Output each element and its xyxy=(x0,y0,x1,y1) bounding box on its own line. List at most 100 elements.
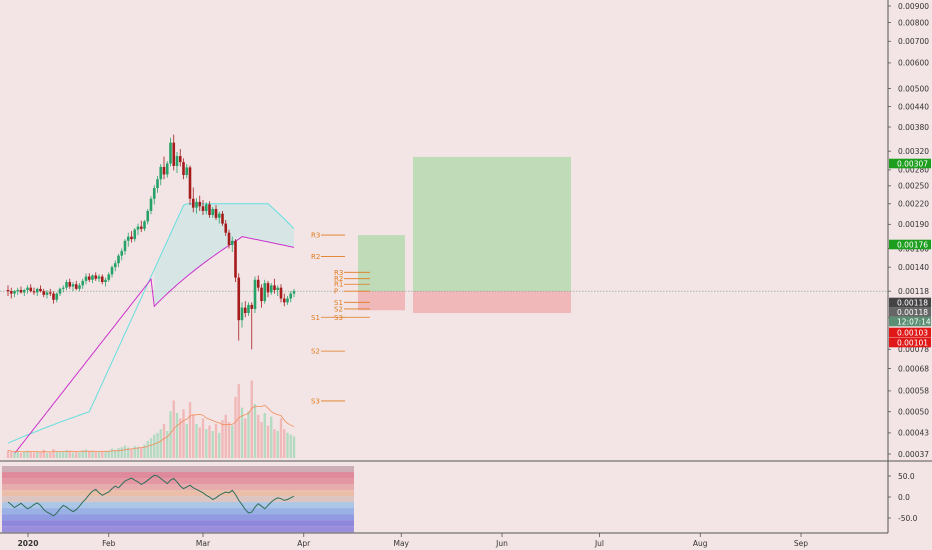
oscillator-band xyxy=(2,526,354,533)
volume-bar xyxy=(237,384,240,458)
volume-bar xyxy=(283,429,286,458)
volume-bar xyxy=(97,451,101,458)
volume-bar xyxy=(149,438,153,458)
price-tick-label: 0.00250 xyxy=(898,182,929,191)
price-tag-box xyxy=(889,337,931,348)
volume-bar xyxy=(88,451,91,458)
volume-bar xyxy=(257,414,260,458)
candle-body xyxy=(55,293,59,300)
candle-body xyxy=(9,291,13,294)
oscillator-line xyxy=(7,474,295,517)
candle-body xyxy=(91,275,94,280)
candle-body xyxy=(286,298,289,303)
oscillator-band xyxy=(2,508,354,515)
candle-body xyxy=(107,274,111,280)
oscillator-band xyxy=(2,502,354,509)
candle-body xyxy=(143,221,146,229)
price-tick-label: 0.00500 xyxy=(898,84,929,93)
volume-bar xyxy=(23,452,26,458)
candle-body xyxy=(198,201,202,207)
candle-body xyxy=(32,291,36,293)
pivot-label: R2 xyxy=(334,275,343,283)
candle-body xyxy=(149,198,153,211)
oscillator-band xyxy=(2,472,354,479)
candle-body xyxy=(247,304,250,314)
pivot-label: R1 xyxy=(334,281,343,289)
candle-body xyxy=(130,236,133,240)
candle-body xyxy=(178,156,182,163)
candle-body xyxy=(35,288,39,293)
time-tick-label: Sep xyxy=(794,539,808,548)
candle-body xyxy=(234,240,237,278)
candle-body xyxy=(26,287,29,291)
volume-bar xyxy=(227,422,231,458)
price-tick-label: 0.00800 xyxy=(898,18,929,27)
candle-body xyxy=(6,290,10,292)
candle-body xyxy=(52,293,55,300)
candle-body xyxy=(48,292,52,294)
candle-body xyxy=(123,240,127,252)
volume-bar xyxy=(32,452,36,458)
oscillator-band xyxy=(2,514,354,521)
volume-bar xyxy=(55,451,58,458)
moving-average-line xyxy=(14,236,295,454)
candle-body xyxy=(273,285,276,291)
volume-bar xyxy=(182,409,185,458)
volume-bar xyxy=(114,449,117,458)
candle-body xyxy=(110,267,114,275)
candle-body xyxy=(165,163,169,175)
volume-bar xyxy=(19,452,23,458)
oscillator-band xyxy=(2,520,354,527)
time-tick-label: Jul xyxy=(594,539,604,548)
volume-bar xyxy=(169,411,172,458)
volume-bar xyxy=(26,450,29,458)
candle-body xyxy=(19,290,23,293)
volume-bar xyxy=(36,451,39,458)
volume-bar xyxy=(192,414,195,458)
oscillator-tick-label: 0.0 xyxy=(898,493,910,502)
candle-body xyxy=(217,213,221,218)
candle-body xyxy=(117,255,120,264)
price-tick-label: 0.00078 xyxy=(898,345,929,354)
position-1-stop-zone xyxy=(358,291,405,311)
price-tick-label: 0.00037 xyxy=(898,450,929,459)
candle-body xyxy=(13,291,16,294)
candle-body xyxy=(22,290,26,293)
volume-bar xyxy=(130,449,133,458)
candle-body xyxy=(94,275,98,279)
volume-bar xyxy=(221,420,224,458)
volume-ma-line xyxy=(7,404,295,453)
volume-bar xyxy=(49,452,52,458)
volume-bar xyxy=(78,452,81,458)
price-tag-label: 0.00118 xyxy=(897,308,928,317)
candle-body xyxy=(214,208,218,218)
oscillator-band xyxy=(2,478,354,485)
volume-bar xyxy=(133,446,136,458)
candle-body xyxy=(84,276,88,281)
volume-bar xyxy=(250,380,253,458)
candle-body xyxy=(237,277,241,321)
price-tick-label: 0.00050 xyxy=(898,408,929,417)
time-tick-label: Feb xyxy=(102,539,116,548)
candle-body xyxy=(39,288,42,292)
pivot-label: S1 xyxy=(334,299,343,307)
volume-bar xyxy=(279,418,283,458)
candle-body xyxy=(61,287,65,289)
volume-bar xyxy=(234,396,237,458)
candle-body xyxy=(162,166,166,175)
volume-bar xyxy=(110,448,114,458)
candle-body xyxy=(282,298,286,303)
volume-bar xyxy=(244,418,247,458)
oscillator-tick-label: -50.0 xyxy=(898,514,918,523)
pivot-label: S2 xyxy=(334,305,343,313)
pivot-label: S2 xyxy=(311,348,320,356)
price-tick-label: 0.00220 xyxy=(898,200,929,209)
candle-body xyxy=(266,283,270,293)
candle-body xyxy=(269,285,273,293)
oscillator-band xyxy=(2,496,354,503)
volume-bar xyxy=(289,434,292,458)
candle-body xyxy=(136,226,140,230)
volume-bar xyxy=(140,447,143,458)
